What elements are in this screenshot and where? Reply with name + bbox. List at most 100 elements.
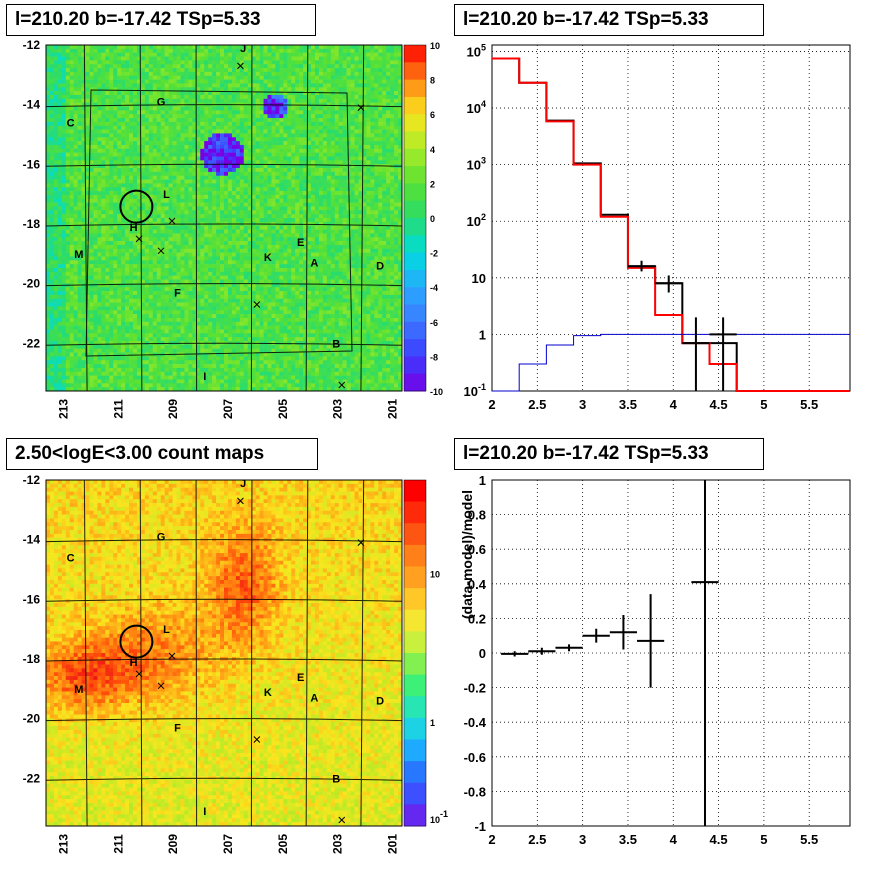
map-pixel — [192, 125, 197, 130]
map-pixel — [61, 214, 67, 219]
map-pixel — [263, 175, 268, 180]
map-pixel — [49, 94, 55, 100]
map-pixel — [255, 383, 260, 388]
map-pixel — [57, 218, 63, 223]
map-pixel — [259, 241, 264, 246]
map-pixel — [81, 60, 86, 65]
map-pixel — [125, 83, 130, 88]
map-pixel — [49, 321, 55, 326]
map-pixel — [129, 60, 134, 65]
map-pixel — [152, 283, 158, 288]
map-pixel — [180, 310, 185, 315]
map-pixel — [77, 248, 82, 253]
map-pixel — [168, 183, 173, 188]
map-pixel — [251, 83, 256, 88]
map-pixel — [61, 133, 67, 138]
map-pixel — [148, 248, 154, 253]
map-pixel — [105, 83, 110, 88]
map-pixel — [53, 148, 59, 153]
map-pixel — [168, 160, 173, 165]
map-pixel — [176, 325, 181, 330]
map-pixel — [49, 87, 55, 92]
map-pixel — [224, 310, 229, 315]
map-pixel — [144, 341, 150, 346]
map-pixel — [220, 237, 225, 242]
map-pixel — [77, 241, 82, 246]
map-pixel — [216, 267, 221, 273]
map-pixel — [61, 298, 67, 303]
map-pixel — [73, 191, 78, 196]
map-pixel — [172, 152, 177, 157]
map-pixel — [136, 129, 142, 134]
map-pixel — [176, 133, 181, 138]
map-pixel — [156, 298, 162, 303]
map-pixel — [227, 106, 233, 111]
map-pixel — [227, 298, 233, 303]
map-pixel — [247, 79, 252, 84]
map-pixel — [220, 356, 225, 361]
map-pixel — [152, 79, 158, 84]
map-pixel — [113, 352, 118, 357]
map-pixel — [176, 52, 181, 57]
map-pixel — [212, 294, 217, 300]
map-pixel — [196, 106, 201, 111]
map-pixel — [53, 71, 59, 77]
map-pixel — [49, 387, 55, 392]
map-pixel — [172, 45, 177, 50]
map-pixel — [65, 367, 71, 373]
map-pixel — [77, 279, 82, 284]
map-pixel — [220, 194, 225, 200]
map-pixel — [243, 179, 249, 184]
map-pixel — [105, 210, 110, 215]
map-pixel — [216, 306, 221, 311]
map-pixel — [243, 264, 249, 269]
map-pixel — [164, 148, 169, 153]
map-pixel — [129, 91, 134, 96]
map-pixel — [196, 314, 201, 319]
map-pixel — [227, 241, 233, 246]
map-pixel — [69, 175, 74, 180]
map-pixel — [152, 141, 158, 146]
map-pixel — [113, 152, 118, 157]
map-pixel — [93, 141, 98, 146]
map-pixel — [239, 121, 245, 127]
map-pixel — [176, 60, 181, 65]
map-pixel — [113, 214, 118, 219]
map-pixel — [212, 256, 217, 261]
map-pixel — [89, 198, 94, 203]
map-pixel — [243, 168, 249, 173]
map-pixel — [192, 156, 197, 161]
map-pixel — [133, 202, 138, 207]
map-pixel — [117, 348, 122, 353]
map-pixel — [231, 387, 237, 392]
map-pixel — [89, 241, 94, 246]
map-pixel — [176, 310, 181, 315]
map-pixel — [97, 179, 102, 184]
map-pixel — [216, 183, 221, 188]
map-pixel — [152, 144, 158, 150]
map-pixel — [46, 279, 51, 284]
map-pixel — [156, 141, 162, 146]
map-pixel — [227, 133, 233, 138]
map-pixel — [144, 298, 150, 303]
map-pixel — [46, 152, 51, 157]
map-pixel — [235, 241, 241, 246]
map-pixel — [212, 202, 217, 207]
map-pixel — [184, 244, 189, 250]
map-pixel — [224, 375, 229, 380]
map-pixel — [109, 218, 114, 223]
map-pixel — [251, 241, 256, 246]
map-pixel — [57, 171, 63, 177]
map-pixel — [156, 356, 162, 361]
map-pixel — [216, 329, 221, 334]
map-pixel — [196, 317, 201, 323]
map-pixel — [93, 275, 98, 280]
map-pixel — [81, 75, 86, 80]
map-pixel — [109, 233, 114, 238]
map-pixel — [156, 306, 162, 311]
map-pixel — [117, 225, 122, 230]
map-pixel — [89, 64, 94, 69]
map-pixel — [73, 221, 78, 226]
map-pixel — [136, 75, 142, 80]
map-pixel — [121, 256, 126, 261]
